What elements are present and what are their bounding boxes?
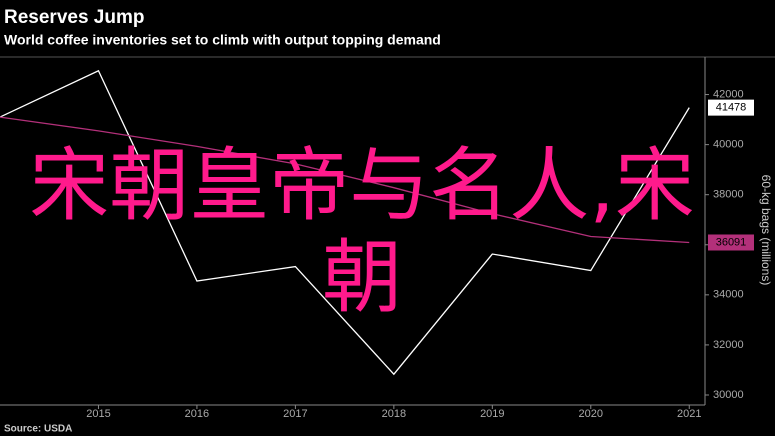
chart-title: Reserves Jump [4,7,144,28]
value-label-box [708,234,754,251]
chart-subtitle: World coffee inventories set to climb wi… [4,32,441,48]
x-tick-label: 2017 [283,408,307,420]
x-tick-label: 2019 [480,408,504,420]
x-tick-label: 2015 [86,408,110,420]
x-tick-label: 2020 [579,408,603,420]
x-tick-label: 2021 [677,408,701,420]
y-tick-label: 42000 [713,88,744,100]
series-line [0,116,690,244]
y-tick-label: 40000 [713,139,744,151]
y-tick-label: 34000 [713,289,744,301]
x-tick-label: 2016 [185,408,209,420]
y-tick-label: 38000 [713,189,744,201]
value-label: 36091 [716,236,747,248]
y-tick-label: 32000 [713,339,744,351]
overlay-text: 宋朝皇帝与名人,宋朝 [29,139,695,324]
y-axis-label: 60-kg bags (millions) [759,175,773,286]
value-label: 41478 [716,102,747,114]
y-tick-label: 30000 [713,389,744,401]
value-label-box [708,99,754,116]
source: Source: USDA [4,424,72,435]
x-tick-label: 2018 [382,408,406,420]
series-line [0,69,690,376]
